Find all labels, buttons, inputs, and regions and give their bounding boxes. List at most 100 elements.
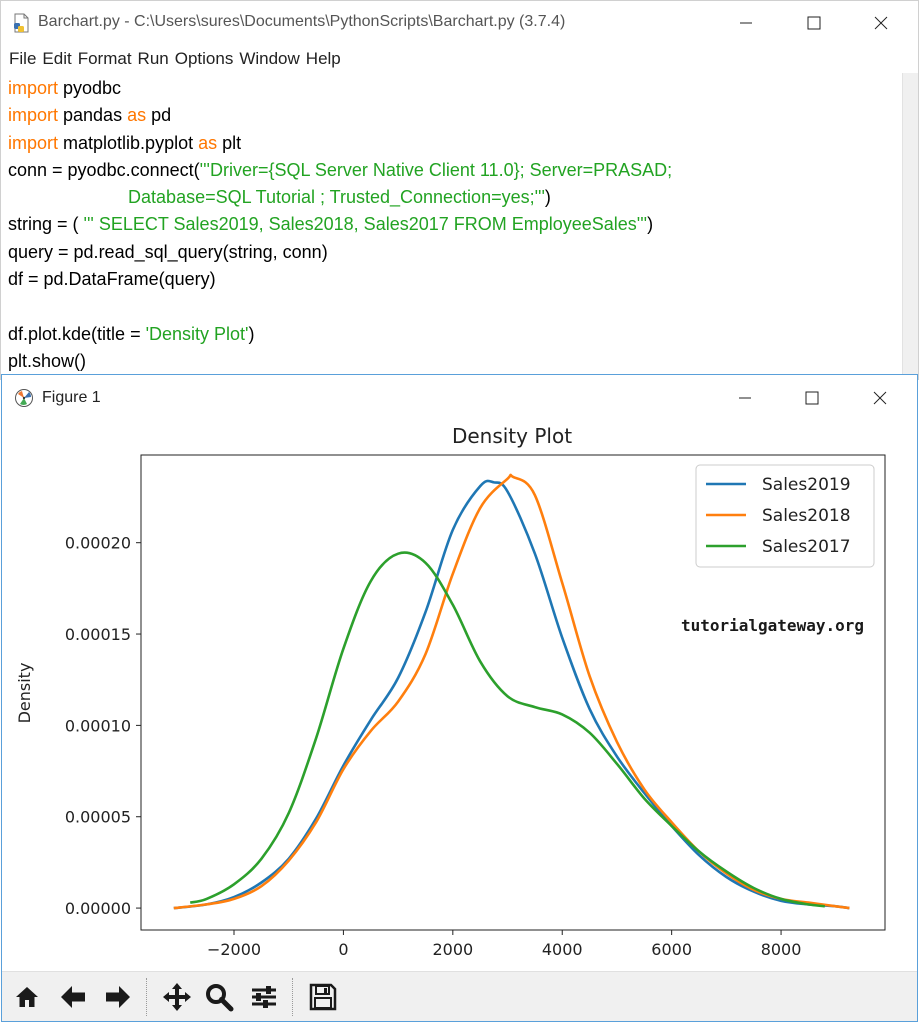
x-tick-label: 0 [338,940,348,959]
menu-window[interactable]: Window [239,49,300,68]
save-floppy-icon [309,983,337,1011]
chart-title: Density Plot [452,424,572,448]
figure-minimize-button[interactable] [722,382,768,414]
code-line: plt.show() [8,348,901,375]
legend-label: Sales2017 [762,537,851,557]
editor-scrollbar[interactable] [902,73,918,377]
code-line: conn = pyodbc.connect('''Driver={SQL Ser… [8,157,901,184]
back-arrow-icon [61,986,85,1008]
code-string: ''' SELECT Sales2019, Sales2018, Sales20… [83,214,648,235]
legend-label: Sales2018 [762,506,851,526]
close-button[interactable] [858,7,904,39]
code-line: Database=SQL Tutorial ; Trusted_Connecti… [8,184,901,211]
y-axis-label: Density [15,663,34,724]
x-tick-label: 8000 [761,940,802,959]
code-keyword: import [8,78,59,98]
pan-move-icon [163,983,191,1011]
x-axis: −2000 0 2000 4000 6000 8000 [207,930,801,959]
toolbar-separator [146,978,148,1016]
minimize-button[interactable] [723,7,769,39]
zoom-magnifier-icon [206,984,234,1012]
home-button[interactable] [10,980,44,1014]
code-keyword: import [8,105,59,126]
figure-maximize-button[interactable] [789,382,835,414]
figure-toolbar [2,971,917,1021]
code-text: plt [217,132,242,153]
series-lines [173,473,850,910]
back-button[interactable] [56,980,90,1014]
series-line-sales2018 [173,473,850,910]
code-line: import matplotlib.pyplot as plt [8,130,901,157]
code-string: Database=SQL Tutorial ; Trusted_Connecti… [128,187,545,208]
code-keyword: as [127,105,147,126]
maximize-icon [807,16,821,30]
series-line-sales2017 [189,551,825,908]
forward-arrow-icon [106,986,130,1008]
y-tick-label: 0.00015 [65,625,131,644]
menu-run[interactable]: Run [137,49,169,68]
y-tick-label: 0.00000 [65,899,131,918]
code-text: ) [248,323,255,344]
code-text: df.plot.kde(title = [8,323,146,344]
code-line: query = pd.read_sql_query(string, conn) [8,239,901,266]
code-keyword: as [198,132,218,153]
save-button[interactable] [306,980,340,1014]
editor-title: Barchart.py - C:\Users\sures\Documents\P… [38,13,566,30]
x-tick-label: −2000 [207,940,261,959]
configure-subplots-button[interactable] [247,980,281,1014]
code-text: df = pd.DataFrame(query) [8,269,216,290]
code-text: query = pd.read_sql_query(string, conn) [8,241,328,262]
code-text: pandas [58,105,128,126]
code-line: import pandas as pd [8,102,901,129]
close-icon [874,16,888,30]
menu-format[interactable]: Format [77,49,132,68]
series-line-sales2019 [173,479,850,910]
code-line: import pyodbc [8,75,901,102]
code-text [8,187,128,207]
code-line: df = pd.DataFrame(query) [8,266,901,293]
code-editor[interactable]: import pyodbc import pandas as pd import m… [1,73,901,377]
x-tick-label: 4000 [542,940,583,959]
menu-edit[interactable]: Edit [42,49,72,68]
close-icon [873,391,887,405]
pan-button[interactable] [160,980,194,1014]
code-line [8,293,901,320]
code-string: 'Density Plot' [145,323,249,344]
x-tick-label: 6000 [651,940,692,959]
configure-subplots-icon [252,986,276,1008]
y-tick-label: 0.00005 [65,808,131,827]
figure-close-button[interactable] [857,382,903,414]
code-text: matplotlib.pyplot [58,132,199,153]
figure-titlebar[interactable]: Figure 1 [2,375,917,421]
code-string: '''Driver={SQL Server Native Client 11.0… [199,159,673,180]
matplotlib-logo-icon [15,389,33,407]
maximize-button[interactable] [791,7,837,39]
maximize-icon [805,391,819,405]
figure-title: Figure 1 [42,389,101,406]
x-tick-label: 2000 [432,940,473,959]
python-file-icon [14,13,29,33]
y-tick-label: 0.00010 [65,716,131,735]
forward-button[interactable] [101,980,135,1014]
y-axis: 0.00000 0.00005 0.00010 0.00015 0.00020 [65,534,141,918]
figure-window: Figure 1 Density Plot 0.00000 0.00005 0.00… [1,374,918,1022]
code-text: ) [544,187,551,208]
code-keyword: import [8,132,59,153]
zoom-button[interactable] [202,980,236,1014]
minimize-icon [739,397,751,399]
legend: Sales2019 Sales2018 Sales2017 [695,464,875,568]
code-line: string = ( ''' SELECT Sales2019, Sales20… [8,211,901,238]
editor-window: Barchart.py - C:\Users\sures\Documents\P… [0,0,919,380]
code-line: df.plot.kde(title = 'Density Plot') [8,321,901,348]
density-plot[interactable]: Density Plot 0.00000 0.00005 0.00010 0.0001… [2,421,917,971]
y-tick-label: 0.00020 [65,534,131,553]
minimize-icon [740,22,752,24]
menu-help[interactable]: Help [305,49,341,68]
editor-titlebar[interactable]: Barchart.py - C:\Users\sures\Documents\P… [1,1,918,45]
editor-menubar: File Edit Format Run Options Window Help [1,45,918,73]
code-text: pd [146,105,172,126]
toolbar-separator [292,978,294,1016]
menu-options[interactable]: Options [174,49,234,68]
menu-file[interactable]: File [9,49,37,68]
code-text: plt.show() [8,350,87,371]
